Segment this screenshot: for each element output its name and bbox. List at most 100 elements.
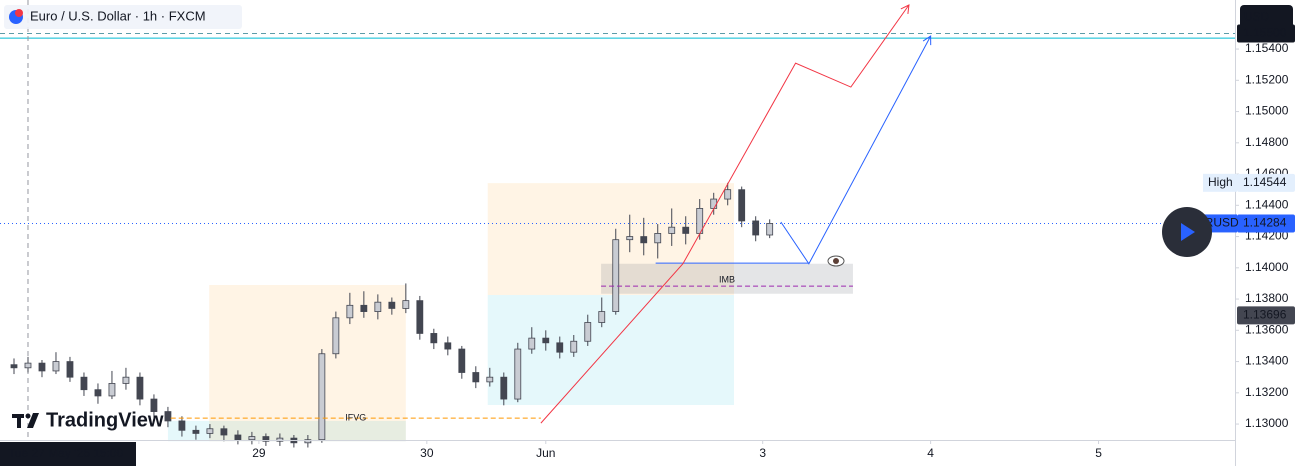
top-price-badge: 1.15500 bbox=[1243, 26, 1287, 40]
candle-body bbox=[556, 342, 564, 353]
drawing-label: IFVG bbox=[345, 413, 366, 423]
candle-body bbox=[346, 304, 354, 319]
marker-price-badge: 1.13696 bbox=[1243, 307, 1287, 321]
candle-body bbox=[94, 389, 102, 397]
candle-body bbox=[136, 376, 144, 400]
candle-body bbox=[248, 436, 256, 441]
x-tick-label: 5 bbox=[1095, 446, 1102, 460]
candle-body bbox=[640, 236, 648, 244]
eye-pupil bbox=[833, 258, 839, 264]
candle-body bbox=[388, 301, 396, 309]
last-price-badge: 1.14284 bbox=[1243, 216, 1287, 230]
top-price-badge-bg bbox=[1237, 24, 1295, 43]
candle-body bbox=[752, 220, 760, 236]
arrow-head bbox=[922, 35, 932, 46]
y-tick-label: 1.13000 bbox=[1245, 416, 1289, 430]
candle-body bbox=[262, 436, 270, 442]
x-tick-label: 3 bbox=[759, 446, 766, 460]
candle-body bbox=[10, 364, 18, 369]
y-tick-label: 1.13600 bbox=[1245, 322, 1289, 336]
logo: TradingView bbox=[12, 409, 164, 431]
play-button[interactable] bbox=[1162, 207, 1212, 257]
x-tick-label: Jun bbox=[536, 446, 555, 460]
marker-price-badge-bg bbox=[1237, 306, 1295, 325]
trend-drawing bbox=[540, 4, 910, 424]
y-tick-label: 1.14800 bbox=[1245, 135, 1289, 149]
candle-body bbox=[38, 362, 46, 372]
zone bbox=[487, 183, 735, 295]
candle-body bbox=[612, 239, 620, 312]
candle-body bbox=[430, 333, 438, 344]
candle-body bbox=[598, 311, 606, 323]
logo-mark bbox=[17, 414, 21, 428]
candle-body bbox=[724, 189, 732, 200]
candle-body bbox=[164, 411, 172, 422]
y-tick-label: 1.13200 bbox=[1245, 385, 1289, 399]
high-label: High bbox=[1208, 175, 1233, 189]
y-tick-label: 1.15200 bbox=[1245, 72, 1289, 86]
y-tick-label: 1.14000 bbox=[1245, 260, 1289, 274]
candle-body bbox=[654, 233, 662, 244]
candle-body bbox=[108, 383, 116, 397]
y-tick-label: 1.15400 bbox=[1245, 41, 1289, 55]
y-tick-label: 1.13800 bbox=[1245, 291, 1289, 305]
candle-body bbox=[66, 361, 74, 378]
candle-body bbox=[472, 372, 480, 383]
candle-body bbox=[360, 304, 368, 312]
candle-body bbox=[206, 428, 214, 434]
candle-body bbox=[304, 439, 312, 444]
zone bbox=[601, 263, 853, 294]
play-icon[interactable] bbox=[1181, 223, 1195, 241]
candle-body bbox=[514, 348, 522, 400]
candle-body bbox=[276, 437, 284, 442]
candle-body bbox=[500, 376, 508, 400]
crosshair-time-label: Tue 27 May '25 15:00 bbox=[8, 446, 124, 460]
y-tick-label: 1.15000 bbox=[1245, 104, 1289, 118]
candle-body bbox=[584, 322, 592, 342]
crosshair-time-bg bbox=[0, 442, 136, 466]
candle-body bbox=[416, 300, 424, 334]
high-price-badge-bg bbox=[1237, 173, 1295, 192]
currency-label[interactable]: USD bbox=[1244, 10, 1270, 24]
flag-icon bbox=[15, 9, 23, 17]
eye-icon bbox=[827, 255, 845, 267]
candle-body bbox=[528, 337, 536, 350]
candle-body bbox=[24, 362, 32, 369]
logo-mark bbox=[25, 413, 31, 419]
candle-body bbox=[402, 300, 410, 309]
zone bbox=[487, 295, 735, 405]
candle-body bbox=[710, 198, 718, 209]
legend-header: Euro / U.S. Dollar · 1h · FXCM bbox=[4, 5, 242, 29]
x-tick-label: 4 bbox=[927, 446, 934, 460]
candle-body bbox=[234, 434, 242, 441]
x-tick-label: 30 bbox=[420, 446, 434, 460]
symbol-title: Euro / U.S. Dollar · 1h · FXCM bbox=[30, 8, 206, 23]
arrow-head bbox=[900, 4, 910, 14]
y-tick-label: 1.14400 bbox=[1245, 197, 1289, 211]
candle-body bbox=[178, 420, 186, 431]
candle-body bbox=[668, 226, 676, 234]
high-price-badge: 1.14544 bbox=[1243, 175, 1287, 189]
candle-body bbox=[738, 189, 746, 222]
candle-body bbox=[682, 226, 690, 234]
header-bg bbox=[4, 5, 242, 29]
x-tick-label: 29 bbox=[252, 446, 266, 460]
candle-body bbox=[766, 223, 774, 236]
candle-body bbox=[542, 337, 550, 344]
candle-body bbox=[458, 348, 466, 373]
currency-button[interactable]: USD bbox=[1240, 5, 1293, 30]
logo-text: TradingView bbox=[46, 409, 164, 431]
candle-body bbox=[220, 428, 228, 436]
candle-body bbox=[626, 236, 634, 241]
y-tick-label: 1.13400 bbox=[1245, 354, 1289, 368]
currency-button-bg[interactable] bbox=[1240, 5, 1293, 30]
drawing-label: IMB bbox=[719, 274, 735, 284]
candle-body bbox=[52, 361, 60, 372]
high-label-bg bbox=[1203, 173, 1237, 192]
candle-body bbox=[486, 376, 494, 383]
candle-body bbox=[374, 301, 382, 312]
zone bbox=[167, 420, 406, 442]
